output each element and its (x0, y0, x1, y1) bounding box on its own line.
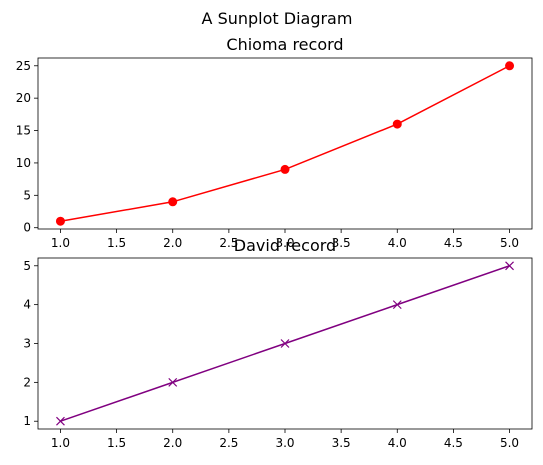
data-point (55, 216, 65, 226)
x-tick-label: 1.0 (51, 236, 70, 250)
x-tick-label: 4.0 (388, 436, 407, 450)
subplot-david: David record 1.0 1.5 2.0 2.5 3.0 3.5 4.0 4.5 5.0 1… (23, 236, 533, 450)
y-tick-label: 3 (23, 337, 31, 351)
x-tick-label: 2.5 (219, 236, 238, 250)
y-tick-label: 5 (23, 188, 31, 202)
data-point (280, 339, 290, 348)
y-tick-label: 5 (23, 259, 31, 273)
x-tick-label: 3.5 (332, 236, 351, 250)
data-point (56, 416, 65, 426)
y-tick-label: 2 (23, 375, 31, 389)
x-tick-label: 2.0 (163, 236, 182, 250)
series-line (60, 65, 510, 222)
data-point (168, 197, 178, 207)
y-tick-label: 15 (16, 124, 31, 138)
x-tick-label: 4.5 (444, 436, 463, 450)
x-tick-label: 3.5 (332, 436, 351, 450)
x-tick-label: 5.0 (500, 436, 519, 450)
axes-frame (37, 57, 533, 230)
data-point (392, 300, 402, 310)
data-point (168, 377, 178, 387)
x-tick-label: 5.0 (500, 236, 519, 250)
data-point (280, 164, 290, 174)
x-tick-label: 2.5 (219, 436, 238, 450)
x-tick-label: 1.0 (51, 436, 70, 450)
x-tick-label: 3.0 (275, 236, 294, 250)
y-tick-label: 25 (16, 59, 31, 73)
axes-frame (37, 257, 533, 430)
x-tick-label: 4.0 (388, 236, 407, 250)
x-tick-label: 3.0 (275, 436, 294, 450)
data-point (505, 61, 515, 71)
figure-suptitle: A Sunplot Diagram (202, 9, 353, 28)
y-tick-label: 20 (16, 91, 31, 105)
subplot-title: Chioma record (226, 35, 343, 54)
y-tick-label: 4 (23, 298, 31, 312)
x-tick-label: 4.5 (444, 236, 463, 250)
data-point (505, 261, 514, 271)
y-tick-label: 1 (23, 414, 31, 428)
y-tick-label: 10 (16, 156, 31, 170)
x-tick-label: 1.5 (107, 236, 126, 250)
subplot-title: David record (234, 236, 336, 255)
x-tick-label: 1.5 (107, 436, 126, 450)
subplot-chioma: Chioma record 1.0 1.5 2.0 2.5 3.0 3.5 4.0 4.5 5.0… (16, 35, 533, 250)
x-tick-label: 2.0 (163, 436, 182, 450)
data-point (392, 119, 402, 129)
y-tick-label: 0 (23, 221, 31, 235)
